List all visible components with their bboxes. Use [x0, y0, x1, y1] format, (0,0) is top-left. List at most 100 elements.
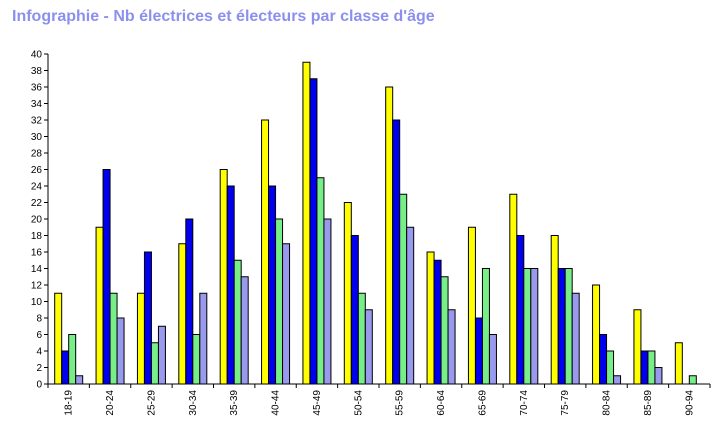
bar-70-74-s2	[516, 235, 525, 385]
bar-60-64-s2	[433, 259, 442, 385]
x-tick-label-90-94: 90-94	[684, 390, 695, 416]
bar-30-34-s3	[192, 334, 201, 385]
bar-60-64-s3	[440, 276, 449, 385]
chart-title: Infographie - Nb électrices et électeurs…	[12, 8, 435, 25]
x-tick-label-65-69: 65-69	[477, 390, 488, 416]
bar-45-49-s3	[316, 177, 325, 385]
bar-75-79-s1	[550, 235, 559, 385]
bar-75-79-s3	[564, 268, 573, 385]
bar-35-39-s2	[226, 185, 235, 385]
bar-60-64-s4	[447, 309, 456, 385]
bar-35-39-s4	[240, 276, 249, 385]
bar-80-84-s1	[592, 284, 601, 385]
y-tick-label-40: 40	[31, 50, 43, 61]
bar-50-54-s3	[357, 292, 366, 385]
bar-20-24-s3	[109, 292, 118, 385]
bar-65-69-s2	[474, 317, 483, 385]
y-tick-label-2: 2	[36, 363, 42, 374]
y-tick-label-38: 38	[31, 66, 43, 77]
bar-85-89-s3	[647, 350, 656, 385]
bar-45-49-s4	[323, 218, 332, 385]
bar-40-44-s1	[261, 119, 270, 385]
y-tick-label-12: 12	[31, 281, 43, 292]
bar-20-24-s4	[116, 317, 125, 385]
y-tick-label-36: 36	[31, 83, 43, 94]
bar-70-74-s4	[530, 268, 539, 385]
y-tick-label-14: 14	[31, 264, 43, 275]
x-tick-label-20-24: 20-24	[105, 390, 116, 416]
bar-40-44-s3	[275, 218, 284, 385]
bar-65-69-s1	[467, 226, 476, 385]
y-tick-label-32: 32	[31, 116, 43, 127]
y-tick-label-4: 4	[36, 347, 42, 358]
x-tick-label-25-29: 25-29	[146, 390, 157, 416]
x-tick-label-85-89: 85-89	[643, 390, 654, 416]
x-tick-label-60-64: 60-64	[436, 390, 447, 416]
bar-30-34-s4	[199, 292, 208, 385]
x-tick-label-70-74: 70-74	[519, 390, 530, 416]
bar-90-94-s3	[688, 375, 697, 385]
bar-70-74-s3	[523, 268, 532, 385]
bar-70-74-s1	[509, 193, 518, 385]
bar-80-84-s2	[599, 334, 608, 385]
bar-40-44-s2	[268, 185, 277, 385]
y-tick-label-26: 26	[31, 165, 43, 176]
bar-80-84-s3	[606, 350, 615, 385]
bar-85-89-s1	[633, 309, 642, 385]
y-tick-label-10: 10	[31, 297, 43, 308]
x-tick-label-45-49: 45-49	[312, 390, 323, 416]
y-tick-label-28: 28	[31, 149, 43, 160]
bar-50-54-s4	[364, 309, 373, 385]
bar-65-69-s3	[481, 268, 490, 385]
bar-50-54-s2	[350, 235, 359, 385]
bar-40-44-s4	[282, 243, 291, 385]
y-tick-label-18: 18	[31, 231, 43, 242]
bar-75-79-s4	[571, 292, 580, 385]
bar-55-59-s2	[392, 119, 401, 385]
bar-20-24-s2	[102, 169, 111, 385]
y-tick-label-24: 24	[31, 182, 43, 193]
bar-18-19-s1	[54, 292, 63, 385]
bar-30-34-s2	[185, 218, 194, 385]
bar-50-54-s1	[343, 202, 352, 385]
bar-25-29-s1	[136, 292, 145, 385]
x-tick-label-75-79: 75-79	[560, 390, 571, 416]
x-tick-label-50-54: 50-54	[353, 390, 364, 416]
bar-55-59-s1	[385, 86, 394, 385]
y-tick-label-8: 8	[36, 314, 42, 325]
bar-18-19-s4	[75, 375, 84, 385]
y-tick-label-34: 34	[31, 99, 43, 110]
bar-45-49-s2	[309, 78, 318, 385]
bar-90-94-s1	[674, 342, 683, 385]
y-tick-label-16: 16	[31, 248, 43, 259]
y-tick-label-30: 30	[31, 132, 43, 143]
x-tick-label-80-84: 80-84	[602, 390, 613, 416]
bar-25-29-s4	[157, 325, 166, 385]
bar-60-64-s1	[426, 251, 435, 385]
bar-25-29-s3	[150, 342, 159, 385]
x-tick-label-55-59: 55-59	[395, 390, 406, 416]
y-tick-label-6: 6	[36, 330, 42, 341]
bar-55-59-s4	[406, 226, 415, 385]
bar-25-29-s2	[143, 251, 152, 385]
bar-85-89-s2	[640, 350, 649, 385]
bar-65-69-s4	[488, 334, 497, 385]
x-tick-label-18-19: 18-19	[64, 390, 75, 416]
bar-35-39-s1	[219, 169, 228, 385]
x-tick-label-30-34: 30-34	[188, 390, 199, 416]
bar-20-24-s1	[95, 226, 104, 385]
x-tick-label-35-39: 35-39	[229, 390, 240, 416]
bar-55-59-s3	[399, 193, 408, 385]
bar-18-19-s2	[61, 350, 70, 385]
bar-85-89-s4	[654, 367, 663, 385]
bar-35-39-s3	[233, 259, 242, 385]
bar-45-49-s1	[302, 61, 311, 385]
y-tick-label-22: 22	[31, 198, 43, 209]
bar-30-34-s1	[178, 243, 187, 385]
bar-80-84-s4	[613, 375, 622, 385]
y-tick-label-0: 0	[36, 380, 42, 391]
y-tick-label-20: 20	[31, 215, 43, 226]
x-tick-label-40-44: 40-44	[271, 390, 282, 416]
bar-18-19-s3	[68, 334, 77, 385]
